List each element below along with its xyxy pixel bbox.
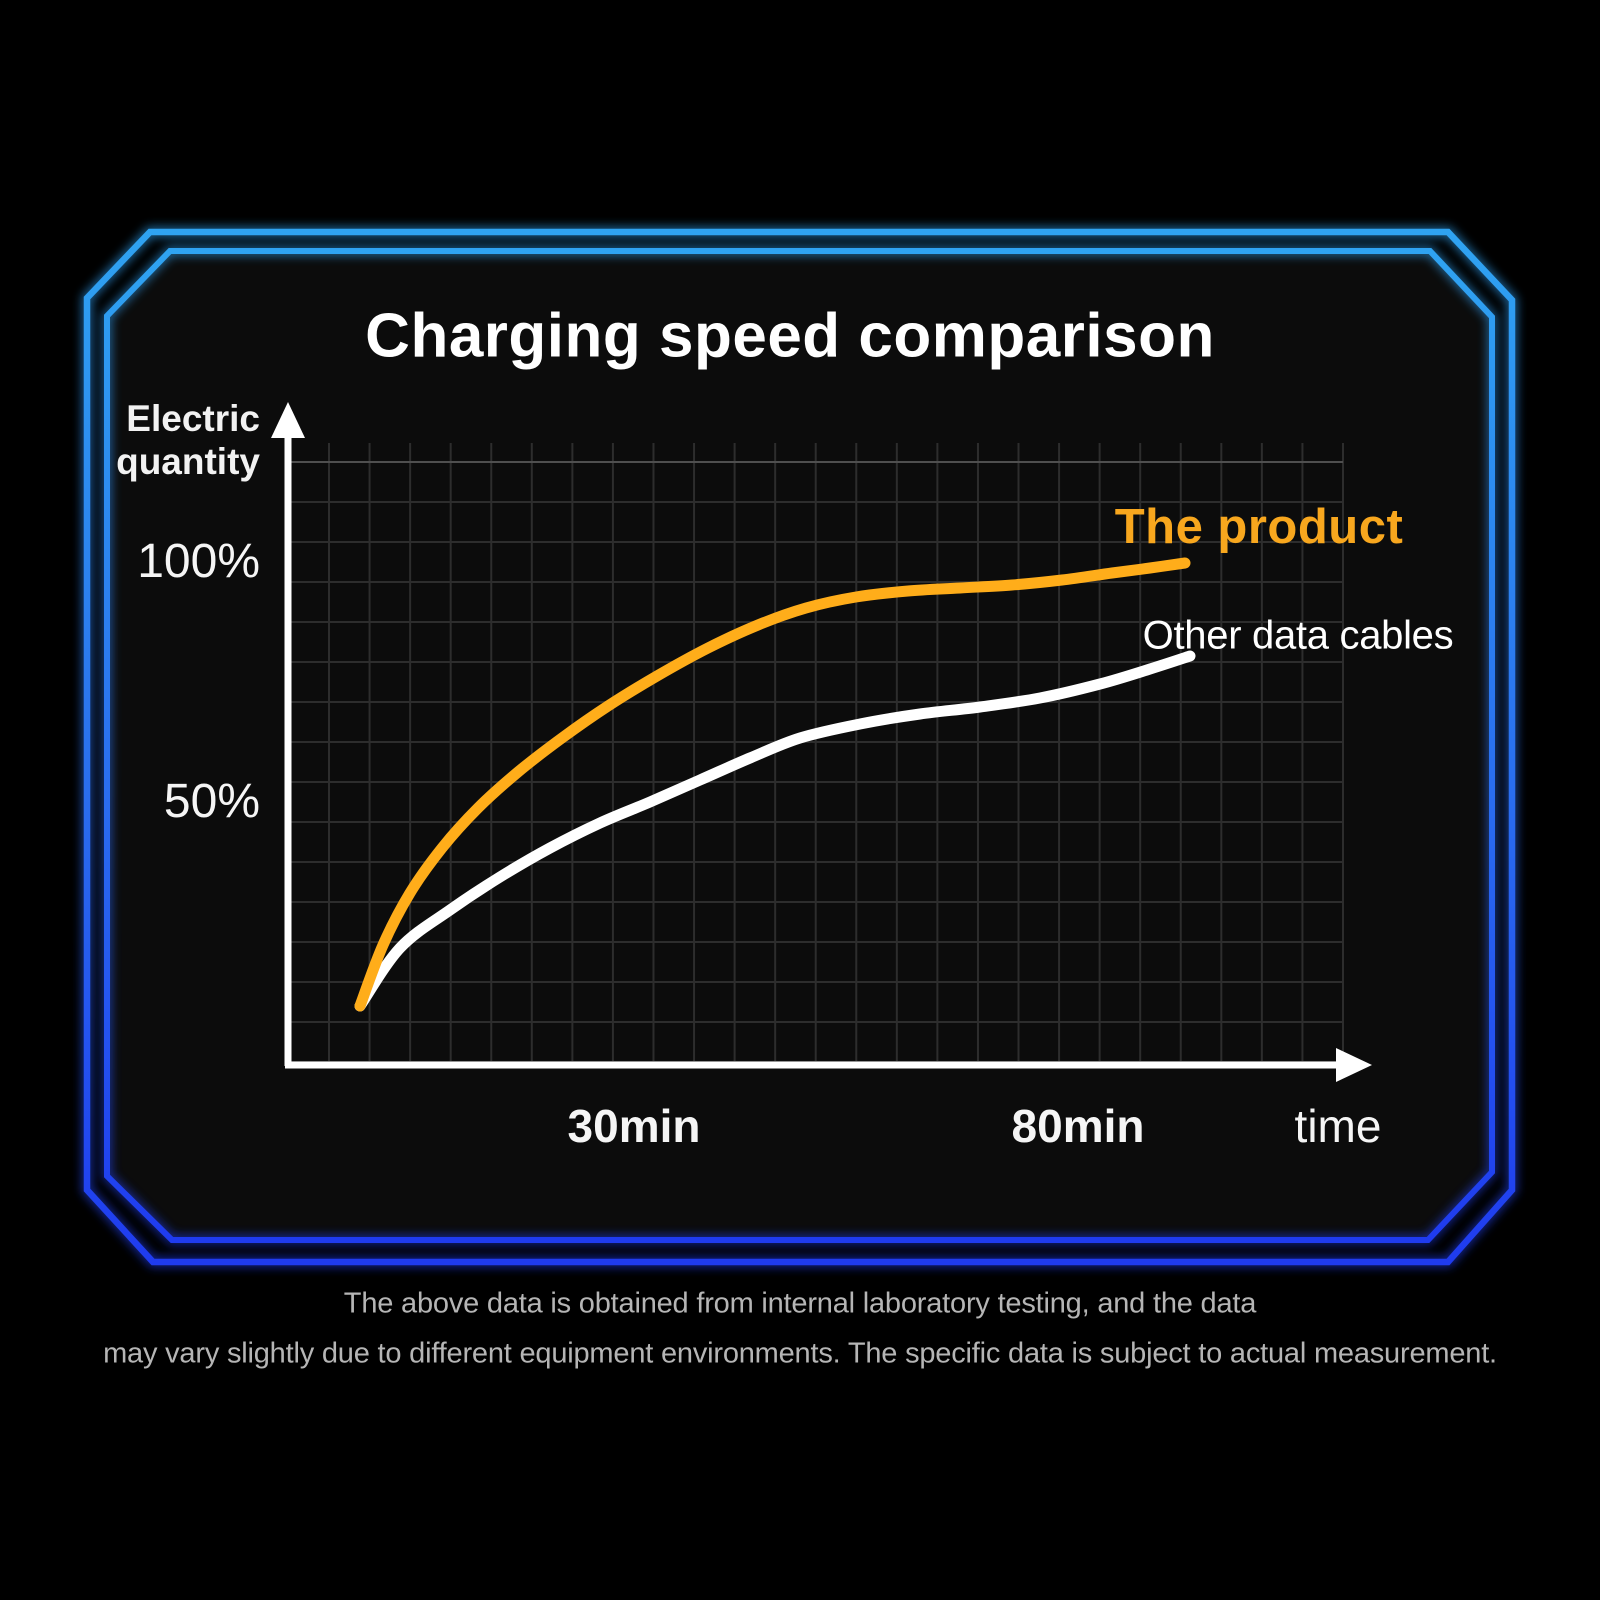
- x-tick-80min: 80min: [1011, 1100, 1145, 1152]
- x-tick-30min: 30min: [567, 1100, 701, 1152]
- y-axis-label-line2: quantity: [116, 441, 260, 482]
- y-axis-label: Electric quantity: [0, 397, 260, 483]
- y-axis-label-line1: Electric: [126, 398, 260, 439]
- x-axis-arrow-icon: [1336, 1048, 1372, 1082]
- legend-product-label: The product: [1114, 500, 1404, 554]
- chart-title: Charging speed comparison: [365, 301, 1215, 371]
- x-axis-time-label: time: [1294, 1100, 1382, 1152]
- others-curve-line: [354, 650, 1196, 1012]
- y-tick-50: 50%: [163, 775, 260, 828]
- y-axis-arrow-icon: [271, 402, 305, 438]
- y-tick-100: 100%: [137, 535, 260, 588]
- axes: [271, 402, 1372, 1082]
- panel-background: [107, 251, 1492, 1240]
- product-curve-line: [354, 557, 1191, 1012]
- footer-line-2: may vary slightly due to different equip…: [103, 1337, 1497, 1370]
- frame-inner-border: [104, 248, 1495, 1243]
- legend-others-label: Other data cables: [1142, 613, 1454, 658]
- frame-outer-border: [83, 228, 1516, 1266]
- footer-line-1: The above data is obtained from internal…: [343, 1287, 1257, 1320]
